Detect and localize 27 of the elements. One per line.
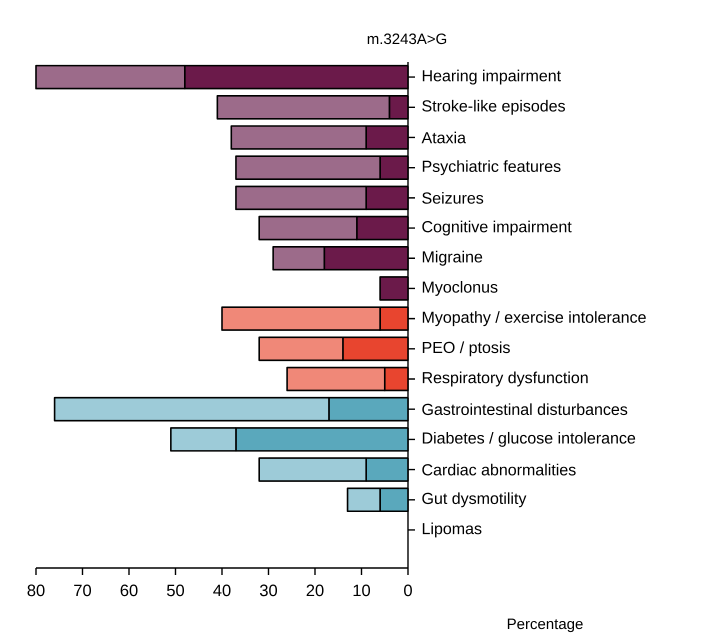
x-tick-label: 30 <box>260 584 278 596</box>
y-tick-label: Cardiac abnormalities <box>422 464 576 476</box>
y-tick-label: Respiratory dysfunction <box>422 372 588 386</box>
y-tick-label: Gastrointestinal disturbances <box>422 403 628 416</box>
y-tick-label: Cognitive impairment <box>422 220 572 236</box>
chart-title: m.3243A>G <box>368 34 446 44</box>
y-tick-label: Migraine <box>422 250 482 266</box>
y-tick-label: Myoclonus <box>422 280 498 296</box>
y-tick-label: PEO / ptosis <box>422 341 510 356</box>
x-tick-label: 80 <box>28 584 45 596</box>
x-tick-label: 60 <box>120 584 138 596</box>
x-tick-label: 10 <box>354 584 370 596</box>
y-tick-label: Diabetes / glucose intolerance <box>422 432 636 447</box>
y-tick-label: Seizures <box>422 192 484 204</box>
x-tick-label: 20 <box>306 584 324 596</box>
y-tick-label: Stroke-like episodes <box>422 100 565 115</box>
x-axis-title: Percentage <box>508 618 583 632</box>
x-tick-label: 0 <box>404 584 412 596</box>
x-tick-label: 50 <box>166 584 184 596</box>
y-tick-label: Psychiatric features <box>422 160 561 176</box>
y-tick-label: Gut dysmotility <box>422 492 526 508</box>
x-tick-label: 70 <box>74 584 92 596</box>
y-tick-label: Hearing impairment <box>422 70 561 85</box>
y-tick-label: Myopathy / exercise intolerance <box>422 311 646 326</box>
y-tick-label: Ataxia <box>422 132 466 144</box>
x-tick-label: 40 <box>213 584 231 596</box>
y-tick-label: Lipomas <box>422 522 482 538</box>
